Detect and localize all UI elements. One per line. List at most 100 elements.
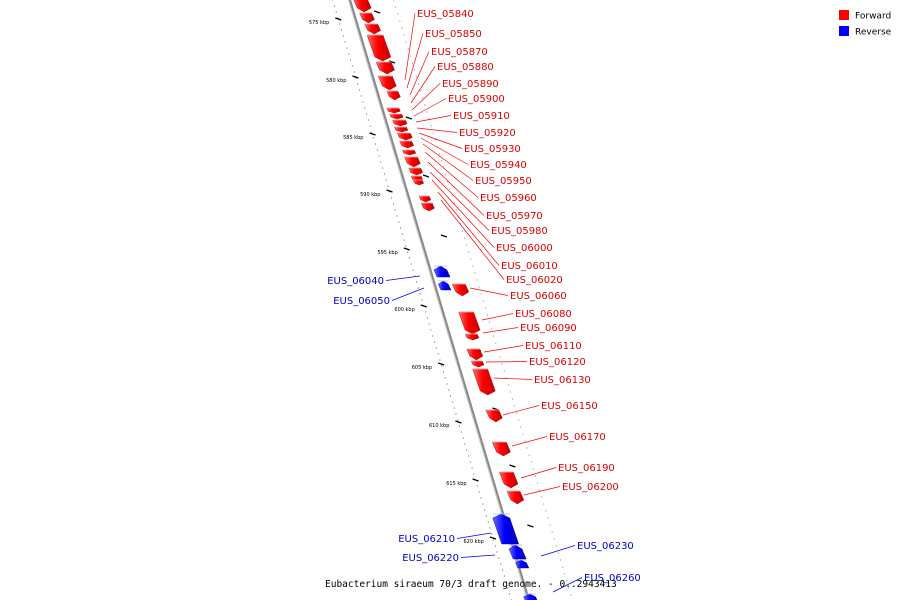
gene-label[interactable]: EUS_06130 — [534, 375, 591, 386]
scale-dot — [441, 365, 443, 367]
forward-gene-feature[interactable] — [389, 113, 404, 120]
gene-label[interactable]: EUS_06120 — [529, 357, 586, 368]
scale-dot — [360, 95, 362, 97]
gene-label[interactable]: EUS_05900 — [448, 94, 505, 105]
gene-label[interactable]: EUS_05880 — [437, 62, 494, 73]
scale-dot — [387, 185, 389, 187]
scale-dot — [385, 179, 387, 181]
gene-label[interactable]: EUS_06050 — [333, 296, 390, 307]
gene-label[interactable]: EUS_06150 — [541, 401, 598, 412]
outer-dot — [397, 13, 399, 15]
outer-dot — [528, 454, 530, 456]
forward-gene-feature[interactable] — [366, 34, 392, 62]
scale-tick — [369, 132, 376, 136]
forward-gene-feature[interactable] — [359, 12, 375, 24]
gene-label[interactable]: EUS_05930 — [464, 144, 521, 155]
outer-dot — [447, 181, 449, 183]
label-leader-line — [413, 98, 447, 117]
gene-label[interactable]: EUS_06190 — [558, 463, 615, 474]
forward-gene-feature[interactable] — [485, 409, 503, 423]
gene-label[interactable]: EUS_05840 — [417, 9, 474, 20]
gene-label[interactable]: EUS_05910 — [453, 111, 510, 122]
feature-dash — [374, 10, 381, 14]
forward-gene-feature[interactable] — [364, 23, 381, 35]
forward-gene-feature[interactable] — [404, 156, 421, 168]
gene-label[interactable]: EUS_06090 — [520, 323, 577, 334]
forward-gene-feature[interactable] — [396, 132, 413, 141]
scale-dot — [439, 359, 441, 361]
forward-gene-feature[interactable] — [470, 360, 485, 368]
forward-gene-feature[interactable] — [491, 441, 511, 457]
scale-dot — [367, 119, 369, 121]
forward-gene-feature[interactable] — [353, 0, 372, 13]
gene-label[interactable]: EUS_06220 — [402, 553, 459, 564]
forward-gene-feature[interactable] — [499, 471, 519, 489]
gene-label[interactable]: EUS_06210 — [398, 534, 455, 545]
outer-dot — [518, 419, 520, 421]
scale-dot — [457, 419, 459, 421]
outer-dot — [524, 440, 526, 442]
scale-dot — [378, 155, 380, 157]
scale-dot — [366, 113, 368, 115]
gene-label[interactable]: EUS_05950 — [475, 176, 532, 187]
gene-label[interactable]: EUS_06040 — [327, 276, 384, 287]
scale-tick — [335, 17, 342, 21]
forward-gene-feature[interactable] — [506, 490, 525, 505]
forward-gene-feature[interactable] — [394, 126, 409, 133]
forward-gene-feature[interactable] — [418, 195, 432, 203]
outer-dot — [562, 566, 564, 568]
reverse-gene-feature[interactable] — [433, 265, 451, 278]
gene-label[interactable]: EUS_05940 — [470, 160, 527, 171]
forward-gene-feature[interactable] — [392, 119, 408, 127]
gene-label[interactable]: EUS_06010 — [501, 261, 558, 272]
scale-tick-label: 605 kbp — [412, 365, 432, 371]
scale-dot — [446, 383, 448, 385]
reverse-gene-feature[interactable] — [515, 559, 530, 569]
gene-label[interactable]: EUS_06260 — [584, 573, 641, 584]
gene-label[interactable]: EUS_05980 — [491, 226, 548, 237]
outer-dot — [514, 405, 516, 407]
reverse-gene-feature[interactable] — [508, 544, 527, 560]
forward-gene-feature[interactable] — [408, 167, 423, 176]
gene-label[interactable]: EUS_05960 — [480, 193, 537, 204]
gene-label[interactable]: EUS_06060 — [510, 291, 567, 302]
forward-gene-feature[interactable] — [458, 311, 481, 335]
scale-dot — [473, 473, 475, 475]
outer-dot — [445, 174, 447, 176]
forward-gene-feature[interactable] — [399, 140, 414, 149]
forward-gene-feature[interactable] — [375, 61, 395, 75]
gene-label[interactable]: EUS_06110 — [525, 341, 582, 352]
gene-label[interactable]: EUS_06230 — [577, 541, 634, 552]
forward-gene-feature[interactable] — [451, 283, 470, 297]
forward-gene-feature[interactable] — [472, 368, 496, 396]
reverse-gene-feature[interactable] — [523, 593, 538, 600]
gene-label[interactable]: EUS_05870 — [431, 47, 488, 58]
outer-dot — [422, 97, 424, 99]
forward-gene-feature[interactable] — [386, 107, 401, 114]
gene-label[interactable]: EUS_06170 — [549, 432, 606, 443]
outer-dot — [487, 314, 488, 316]
label-leader-line — [391, 287, 425, 301]
forward-gene-feature[interactable] — [377, 75, 397, 91]
scale-dot — [476, 485, 478, 487]
gene-label[interactable]: EUS_05850 — [425, 29, 482, 40]
gene-label[interactable]: EUS_06000 — [496, 243, 553, 254]
forward-gene-feature[interactable] — [412, 179, 424, 186]
gene-label[interactable]: EUS_06200 — [562, 482, 619, 493]
genome-backbone-highlight — [348, 0, 528, 600]
gene-label[interactable]: EUS_05920 — [459, 128, 516, 139]
gene-label[interactable]: EUS_05890 — [442, 79, 499, 90]
forward-gene-feature[interactable] — [401, 149, 417, 156]
forward-gene-feature[interactable] — [464, 333, 480, 341]
forward-gene-feature[interactable] — [386, 90, 401, 101]
forward-gene-feature[interactable] — [420, 202, 435, 212]
forward-gene-feature[interactable] — [466, 348, 484, 361]
gene-label[interactable]: EUS_06080 — [515, 309, 572, 320]
gene-label[interactable]: EUS_05970 — [486, 211, 543, 222]
gene-label[interactable]: EUS_06020 — [506, 275, 563, 286]
reverse-gene-feature[interactable] — [492, 513, 519, 545]
outer-dot — [491, 328, 493, 330]
scale-dot — [410, 263, 412, 265]
reverse-gene-feature[interactable] — [438, 280, 452, 291]
outer-track — [393, 0, 572, 596]
